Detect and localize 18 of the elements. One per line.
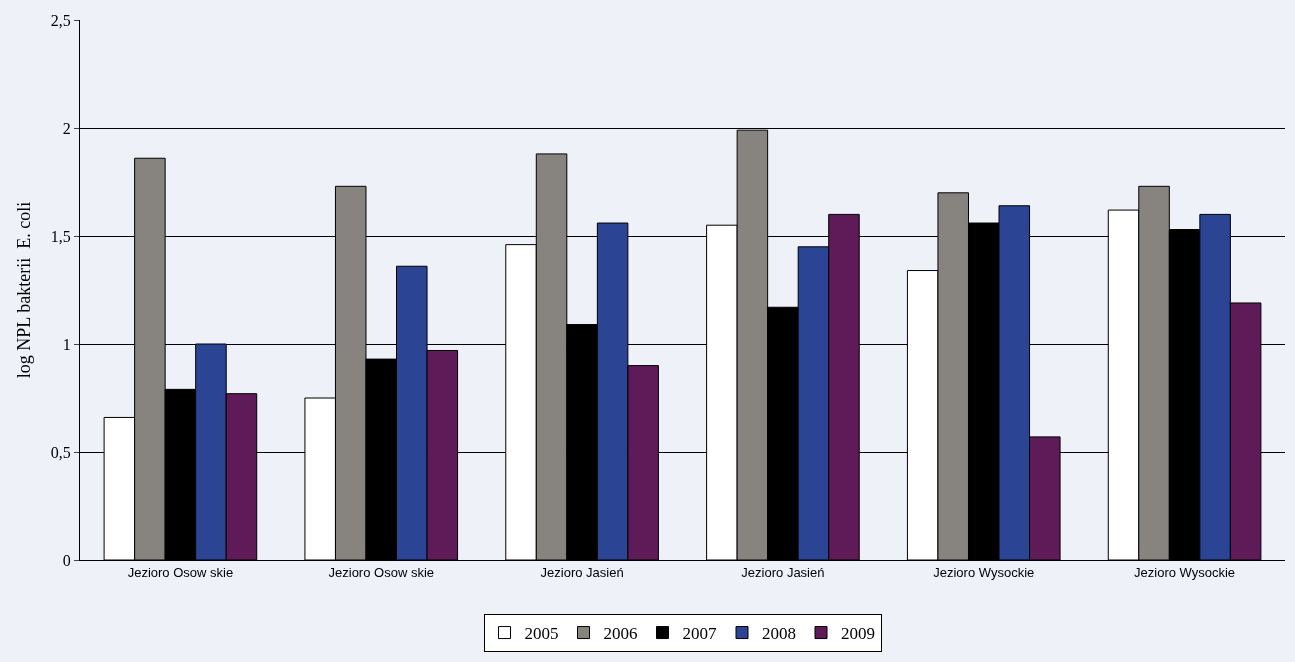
y-tick-label: 2,5 [50, 11, 71, 29]
y-tick-label: 1,5 [50, 227, 71, 245]
x-tick-label: Jezioro Jasień [540, 564, 624, 580]
legend-label: 2009 [841, 624, 875, 644]
legend-label: 2006 [603, 624, 638, 644]
legend-label: 2007 [682, 624, 717, 644]
x-tick-label: Jezioro Jasień [741, 564, 825, 580]
y-tick-label: 0,5 [50, 443, 71, 461]
y-tick-label: 2 [62, 119, 71, 137]
y-tick-label: 0 [62, 551, 71, 569]
legend-label: 2008 [762, 624, 796, 644]
x-tick-label: Jezioro Osow skie [328, 564, 434, 580]
y-tick-label: 1 [62, 335, 71, 353]
x-tick-label: Jezioro Wysockie [1134, 564, 1236, 580]
x-tick-label: Jezioro Osow skie [127, 564, 234, 580]
x-tick-label: Jezioro Wysockie [933, 564, 1035, 580]
y-axis-title: log NPL bakterii E. coli [14, 201, 34, 379]
legend-label: 2005 [524, 624, 559, 644]
